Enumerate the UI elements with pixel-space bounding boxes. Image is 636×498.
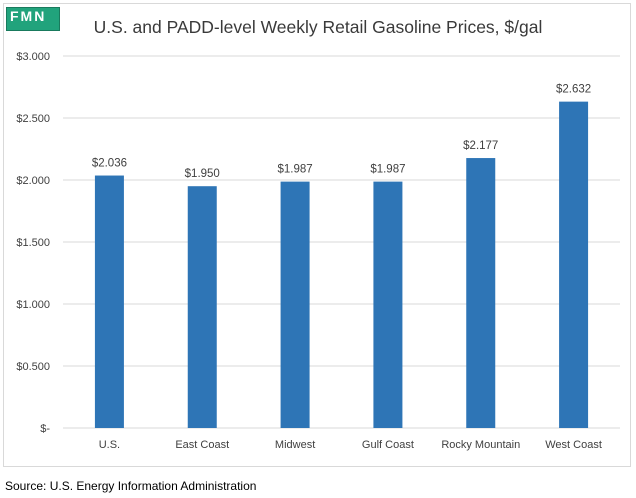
data-label: $1.987 xyxy=(370,164,405,176)
x-tick-label: Midwest xyxy=(275,439,315,451)
bar xyxy=(373,181,403,428)
y-tick-label: $3.000 xyxy=(16,51,50,63)
bar xyxy=(559,101,589,429)
y-tick-label: $1.500 xyxy=(16,237,50,249)
x-tick-label: U.S. xyxy=(99,439,120,451)
x-axis: U.S. East Coast Midwest Gulf Coast Rocky Mou… xyxy=(99,439,602,451)
data-label: $1.987 xyxy=(277,164,312,176)
source-note: Source: U.S. Energy Information Administ… xyxy=(5,479,257,493)
gridlines xyxy=(63,55,620,429)
bar-chart: U.S. and PADD-level Weekly Retail Gasoli… xyxy=(16,17,620,451)
x-tick-label: West Coast xyxy=(545,439,602,451)
chart-title: U.S. and PADD-level Weekly Retail Gasoli… xyxy=(94,17,543,37)
x-tick-label: East Coast xyxy=(175,439,229,451)
y-tick-label: $0.500 xyxy=(16,361,50,373)
data-labels: $2.036 $1.950 $1.987 $1.987 $2.177 $2.632 xyxy=(92,84,591,181)
x-tick-label: Gulf Coast xyxy=(362,439,414,451)
y-tick-label: $- xyxy=(40,423,50,435)
y-axis: $- $0.500 $1.000 $1.500 $2.000 $2.500 $3.000 xyxy=(16,51,50,435)
data-label: $1.950 xyxy=(185,168,220,180)
bar xyxy=(94,175,124,428)
data-label: $2.177 xyxy=(463,140,498,152)
fmn-logo: FMN xyxy=(6,7,60,31)
y-tick-label: $1.000 xyxy=(16,299,50,311)
bar xyxy=(466,158,496,428)
bars xyxy=(94,101,589,429)
data-label: $2.036 xyxy=(92,158,127,170)
bar xyxy=(187,186,217,428)
data-label: $2.632 xyxy=(556,84,591,96)
logo-text: FMN xyxy=(10,8,47,24)
bar xyxy=(280,181,310,428)
y-tick-label: $2.500 xyxy=(16,113,50,125)
y-tick-label: $2.000 xyxy=(16,175,50,187)
x-tick-label: Rocky Mountain xyxy=(441,439,520,451)
